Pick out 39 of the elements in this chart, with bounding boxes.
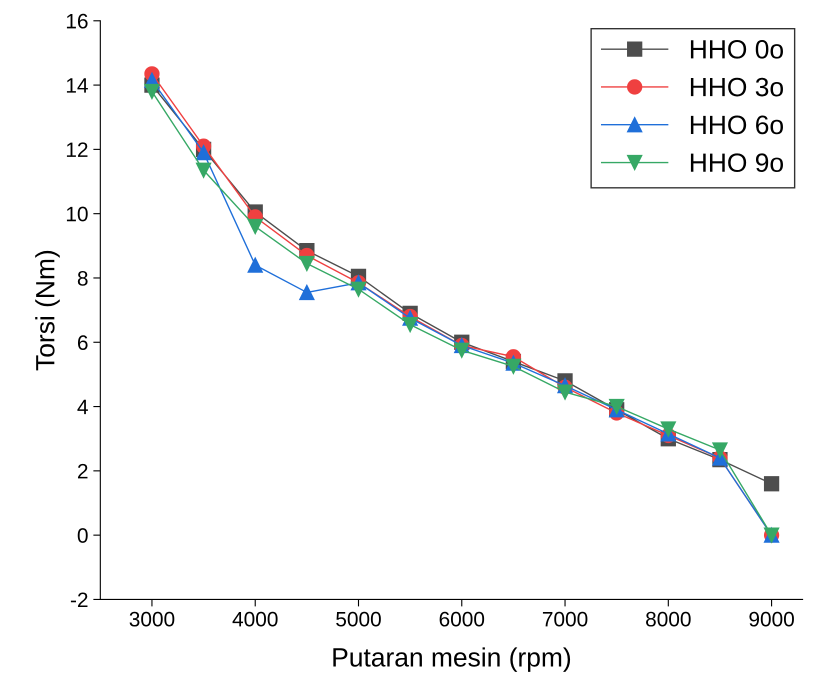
- legend-label: HHO 3o: [690, 78, 783, 96]
- point: [402, 316, 418, 332]
- point: [248, 257, 263, 273]
- point: [299, 256, 314, 272]
- point: [248, 218, 263, 234]
- x-tick-label: 8000: [646, 612, 691, 627]
- y-tick-label: 6: [78, 335, 88, 350]
- y-tick-label: 16: [66, 14, 88, 29]
- point: [144, 84, 160, 100]
- point: [712, 442, 728, 458]
- y-tick-label: 12: [66, 142, 88, 157]
- x-tick-label: 9000: [749, 612, 794, 627]
- y-axis-title: Torsi (Nm): [35, 250, 60, 370]
- point: [557, 384, 573, 400]
- legend-label: HHO 6o: [690, 116, 783, 134]
- y-tick-label: 4: [77, 400, 88, 414]
- point: [660, 421, 676, 437]
- point: [764, 476, 780, 492]
- x-tick-label: 6000: [440, 612, 484, 627]
- x-tick-label: 5000: [336, 612, 381, 627]
- y-tick-label: -2: [70, 592, 88, 607]
- x-tick-label: 3000: [130, 612, 174, 627]
- y-tick-label: 10: [66, 206, 88, 222]
- point: [196, 162, 212, 178]
- x-axis-title: Putaran mesin (rpm): [333, 647, 570, 672]
- y-tick-label: 0: [78, 528, 88, 543]
- point: [350, 282, 366, 297]
- legend-label: HHO 9o: [690, 153, 783, 172]
- point: [506, 358, 522, 374]
- y-tick-label: 8: [78, 270, 88, 286]
- x-tick-label: 7000: [542, 612, 588, 627]
- y-tick-label: 14: [66, 78, 88, 93]
- point: [299, 284, 314, 300]
- point: [196, 144, 212, 160]
- point: [609, 398, 624, 414]
- x-tick-label: 4000: [232, 612, 278, 627]
- y-tick-label: 2: [78, 464, 88, 478]
- point: [454, 342, 470, 358]
- legend-label: HHO 0o: [690, 40, 783, 59]
